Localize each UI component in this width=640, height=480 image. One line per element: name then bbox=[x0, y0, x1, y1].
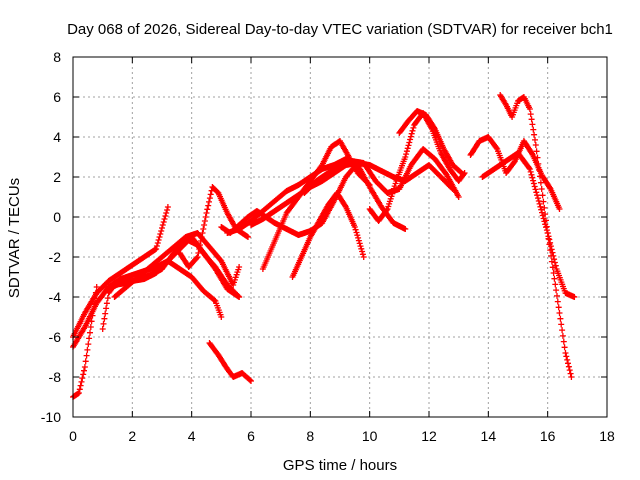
y-tick-label: -6 bbox=[49, 329, 62, 345]
chart-title: Day 068 of 2026, Sidereal Day-to-day VTE… bbox=[67, 21, 613, 38]
x-tick-label: 10 bbox=[362, 428, 378, 444]
y-tick-labels: -10 -8 -6 -4 -2 0 2 4 6 8 bbox=[41, 49, 61, 425]
grid-lines bbox=[73, 57, 607, 417]
y-tick-label: -10 bbox=[41, 409, 61, 425]
plot-frame bbox=[72, 56, 608, 418]
series-arc7 bbox=[176, 184, 251, 270]
axis-ticks bbox=[72, 56, 608, 418]
x-tick-label: 6 bbox=[247, 428, 255, 444]
x-axis-label: GPS time / hours bbox=[283, 457, 397, 474]
x-tick-label: 18 bbox=[599, 428, 615, 444]
data-point-markers bbox=[301, 146, 462, 200]
series-arc19 bbox=[479, 150, 578, 300]
y-tick-label: 8 bbox=[53, 49, 61, 65]
y-tick-label: 6 bbox=[53, 89, 61, 105]
y-tick-label: -2 bbox=[49, 249, 62, 265]
series-arc16 bbox=[396, 108, 465, 176]
x-tick-label: 14 bbox=[481, 428, 497, 444]
data-point-markers bbox=[479, 150, 578, 300]
y-tick-label: -8 bbox=[49, 369, 62, 385]
data-point-markers bbox=[396, 108, 465, 176]
data-point-markers bbox=[111, 230, 243, 300]
data-point-markers bbox=[206, 340, 254, 384]
data-points bbox=[70, 92, 578, 400]
series-arc17 bbox=[467, 134, 563, 212]
series-arc13 bbox=[289, 190, 367, 280]
y-tick-label: 0 bbox=[53, 209, 61, 225]
x-tick-label: 16 bbox=[540, 428, 556, 444]
x-tick-label: 0 bbox=[69, 428, 77, 444]
x-tick-label: 12 bbox=[421, 428, 437, 444]
y-axis-label: SDTVAR / TECUs bbox=[6, 178, 23, 298]
series-arc8 bbox=[206, 340, 254, 384]
series-arc11 bbox=[259, 138, 373, 272]
y-tick-label: -4 bbox=[49, 289, 62, 305]
x-tick-label: 8 bbox=[306, 428, 314, 444]
y-tick-label: 2 bbox=[53, 169, 61, 185]
x-tick-labels: 0 2 4 6 8 10 12 14 16 18 bbox=[69, 428, 615, 444]
x-tick-label: 4 bbox=[188, 428, 196, 444]
x-tick-label: 2 bbox=[128, 428, 136, 444]
data-point-markers bbox=[176, 184, 251, 270]
data-point-markers bbox=[289, 190, 367, 280]
series-arc14 bbox=[301, 146, 462, 200]
series-arc6 bbox=[111, 230, 243, 300]
data-point-markers bbox=[259, 138, 373, 272]
data-point-markers bbox=[467, 134, 563, 212]
y-tick-label: 4 bbox=[53, 129, 61, 145]
